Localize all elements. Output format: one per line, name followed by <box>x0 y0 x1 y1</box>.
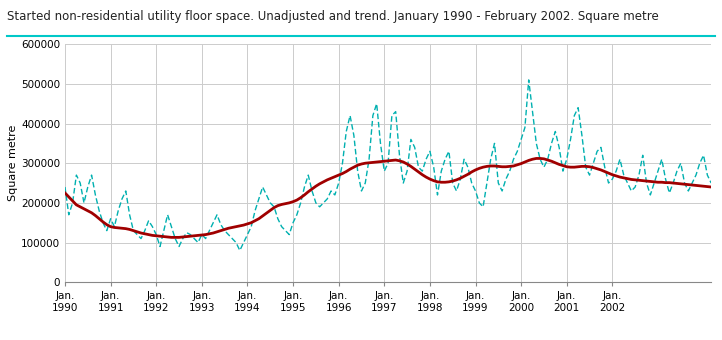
Y-axis label: Square metre: Square metre <box>8 125 18 201</box>
Text: Started non-residential utility floor space. Unadjusted and trend. January 1990 : Started non-residential utility floor sp… <box>7 10 659 23</box>
